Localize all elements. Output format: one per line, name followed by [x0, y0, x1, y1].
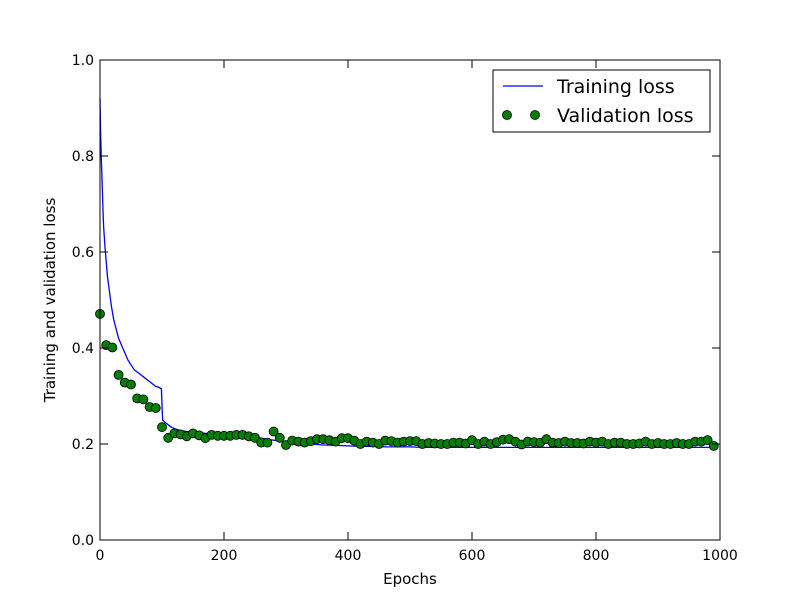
validation-loss-point: [268, 426, 279, 437]
y-tick-label: 1.0: [72, 53, 94, 69]
x-tick-label: 1000: [702, 548, 738, 564]
x-tick-label: 200: [211, 548, 238, 564]
x-axis-label: Epochs: [383, 570, 437, 588]
legend-box: [492, 69, 711, 133]
x-tick-label: 400: [335, 548, 362, 564]
series-layer: [95, 98, 719, 451]
y-tick-label: 0.8: [72, 149, 94, 165]
validation-loss-point: [150, 403, 161, 413]
x-tick-label: 800: [583, 548, 610, 564]
plot-frame: [99, 59, 721, 541]
validation-loss-point: [107, 342, 118, 353]
y-axis-label: Training and validation loss: [41, 198, 59, 404]
validation-loss-point: [262, 437, 273, 448]
x-tick-label: 0: [96, 548, 105, 564]
validation-loss-point: [113, 369, 124, 380]
validation-loss-point: [702, 435, 713, 446]
legend-validation-swatch-marker: [530, 110, 540, 120]
legend: Training loss Validation loss: [492, 69, 711, 133]
validation-loss-point: [274, 432, 285, 443]
y-tick-label: 0.2: [72, 437, 94, 453]
y-tick-label: 0.4: [72, 341, 94, 357]
y-tick-label: 0.0: [72, 533, 94, 549]
x-tick-label: 600: [459, 548, 486, 564]
legend-validation-label: Validation loss: [557, 105, 694, 127]
legend-training-label: Training loss: [556, 76, 675, 98]
validation-loss-point: [138, 394, 149, 405]
y-tick-label: 0.6: [72, 245, 94, 261]
ticks-layer: 0 200 400 600 800 1000 0.0 0.2 0.4 0.6 0.8 1.0: [72, 53, 738, 564]
validation-loss-point: [708, 440, 719, 451]
validation-loss-point: [157, 422, 167, 433]
legend-validation-swatch-marker: [502, 110, 512, 120]
validation-loss-point: [126, 379, 136, 390]
